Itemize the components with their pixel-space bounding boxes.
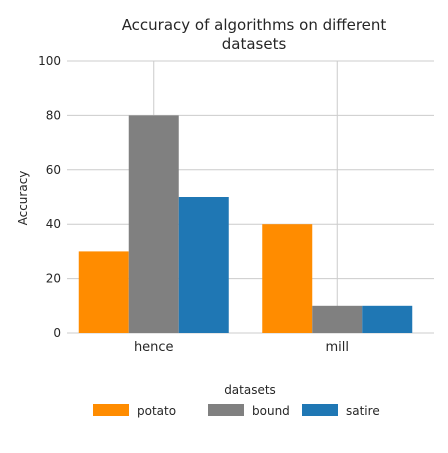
y-tick-label: 80 — [46, 108, 61, 122]
y-tick-label: 20 — [46, 272, 61, 286]
legend-swatch — [208, 404, 244, 416]
legend-item-potato: potato — [93, 404, 176, 418]
x-tick-label: hence — [134, 340, 174, 355]
x-axis-label: datasets — [224, 383, 276, 397]
y-axis-label: Accuracy — [16, 171, 30, 226]
bar-bound-mill — [312, 305, 363, 333]
y-tick-label: 60 — [46, 163, 61, 177]
bar-satire-mill — [362, 305, 413, 333]
bar-potato-hence — [78, 251, 129, 333]
legend-swatch — [93, 404, 129, 416]
bar-satire-hence — [178, 197, 229, 333]
y-tick-label: 0 — [53, 326, 61, 340]
legend: potato bound satire — [93, 404, 380, 418]
chart-title-line-2: datasets — [222, 35, 287, 53]
bar-bound-hence — [128, 115, 179, 334]
y-tick-label: 100 — [38, 54, 61, 68]
y-axis-ticks: 0 20 40 60 80 100 — [38, 54, 61, 340]
legend-label: potato — [137, 404, 176, 418]
legend-label: bound — [252, 404, 290, 418]
chart-title-line-1: Accuracy of algorithms on different — [122, 16, 387, 34]
legend-item-bound: bound — [208, 404, 290, 418]
x-tick-label: mill — [326, 340, 350, 355]
legend-label: satire — [346, 404, 380, 418]
legend-swatch — [302, 404, 338, 416]
bars — [78, 115, 413, 334]
x-axis-categories: hence mill — [134, 340, 349, 355]
bar-potato-mill — [262, 224, 313, 333]
chart-title: Accuracy of algorithms on different data… — [122, 16, 387, 53]
legend-item-satire: satire — [302, 404, 380, 418]
y-tick-label: 40 — [46, 217, 61, 231]
